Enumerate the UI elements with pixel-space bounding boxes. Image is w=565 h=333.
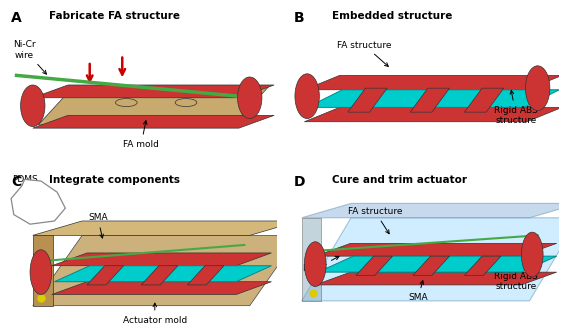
Text: Fabricate FA structure: Fabricate FA structure [49,11,180,21]
Polygon shape [315,272,557,285]
Polygon shape [302,203,565,218]
Text: Rigid ABS
structure: Rigid ABS structure [494,257,538,291]
Text: D: D [294,174,305,188]
Text: A: A [11,11,22,25]
Polygon shape [52,253,271,266]
Ellipse shape [305,242,326,286]
Polygon shape [11,179,66,224]
Polygon shape [52,282,271,294]
Polygon shape [305,107,562,122]
Text: FA mold: FA mold [123,121,159,149]
Polygon shape [356,256,393,275]
Polygon shape [33,85,274,98]
Text: SMA: SMA [88,213,108,238]
Polygon shape [87,266,124,285]
Polygon shape [33,221,299,235]
Ellipse shape [20,85,45,127]
Text: Actuator mold: Actuator mold [123,303,187,325]
Text: FA structure: FA structure [337,41,392,67]
Polygon shape [188,266,224,285]
Polygon shape [54,266,271,282]
Ellipse shape [295,74,319,119]
Text: Rigid ABS
structure: Rigid ABS structure [494,90,538,125]
Polygon shape [33,115,274,128]
Polygon shape [318,256,557,272]
Polygon shape [464,256,501,275]
Polygon shape [315,243,557,256]
Polygon shape [302,218,565,301]
Text: Embedded structure: Embedded structure [332,11,452,21]
Polygon shape [348,88,387,112]
Polygon shape [410,88,450,112]
Polygon shape [38,87,269,125]
Ellipse shape [175,99,197,107]
Polygon shape [33,235,299,306]
Ellipse shape [30,250,52,294]
Text: PDMS: PDMS [302,256,339,273]
Text: FA structure: FA structure [347,207,402,234]
Text: C: C [11,174,21,188]
Polygon shape [305,75,562,90]
Text: SMA: SMA [408,281,428,302]
Text: Integrate components: Integrate components [49,174,180,184]
Polygon shape [33,235,53,306]
Polygon shape [302,218,321,301]
Text: B: B [294,11,304,25]
Polygon shape [307,90,559,107]
Ellipse shape [521,232,543,277]
Ellipse shape [115,99,137,107]
Polygon shape [464,88,504,112]
Polygon shape [141,266,178,285]
Text: Ni-Cr
wire: Ni-Cr wire [14,40,46,74]
Ellipse shape [237,77,262,119]
Text: PDMS: PDMS [12,175,37,200]
Ellipse shape [525,66,550,111]
Text: Cure and trim actuator: Cure and trim actuator [332,174,467,184]
Polygon shape [413,256,450,275]
